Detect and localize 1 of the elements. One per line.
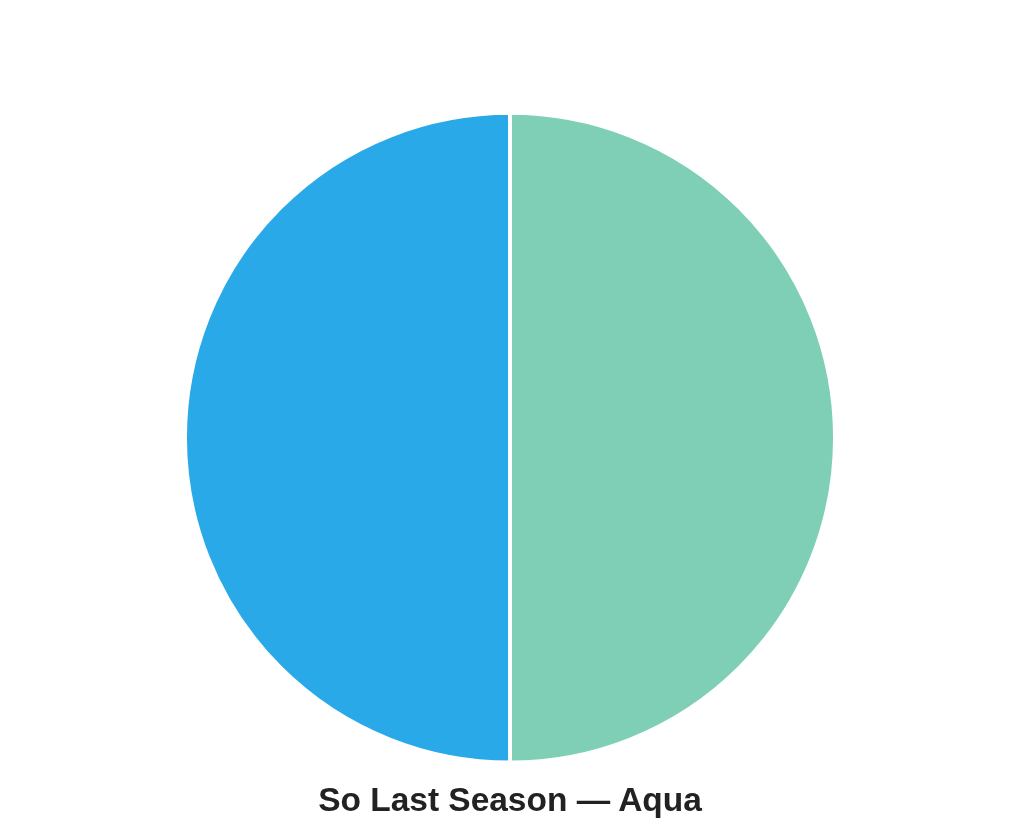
text: So Last Season — Aqua [318,780,703,818]
